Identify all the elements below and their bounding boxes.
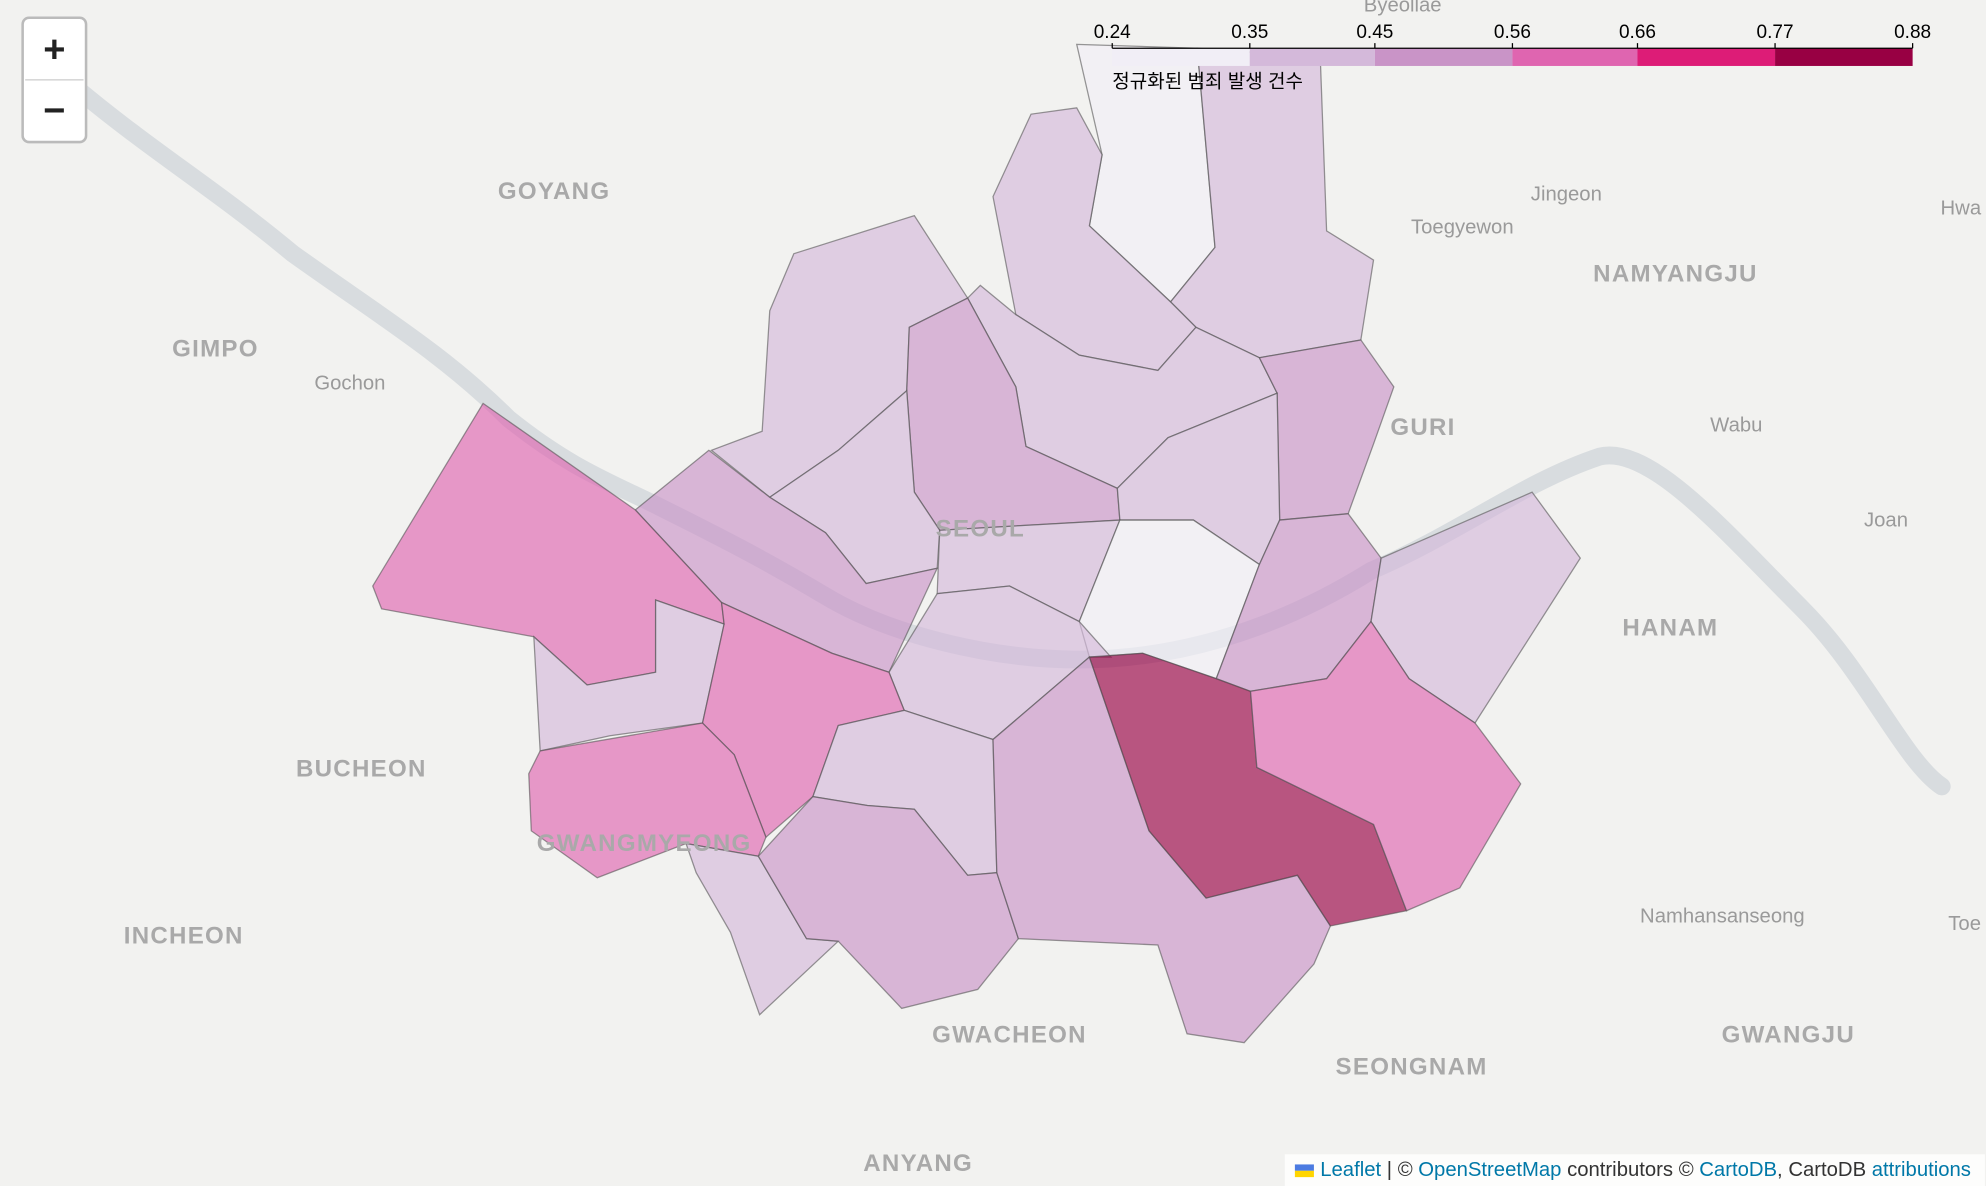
osm-link[interactable]: OpenStreetMap — [1418, 1159, 1561, 1181]
legend-tick-label: 0.35 — [1231, 22, 1268, 43]
place-label: ANYANG — [863, 1150, 973, 1177]
legend-swatch — [1249, 48, 1375, 66]
place-label: INCHEON — [124, 923, 244, 950]
legend-swatch — [1512, 48, 1638, 66]
place-label: NAMYANGJU — [1593, 261, 1757, 288]
place-label: GWANGMYEONG — [537, 830, 752, 857]
district — [1249, 620, 1522, 912]
legend-swatch — [1637, 48, 1776, 66]
place-label: GWACHEON — [932, 1022, 1087, 1049]
legend-tick-label: 0.45 — [1356, 22, 1393, 43]
attribution-mid: contributors © — [1561, 1159, 1699, 1181]
place-label: GURI — [1390, 414, 1455, 441]
legend-tick-label: 0.66 — [1619, 22, 1656, 43]
place-label: Hwa — [1941, 198, 1982, 220]
attribution-bg — [1284, 1154, 1985, 1186]
place-label: Namhansanseong — [1640, 905, 1805, 927]
place-label: Toe — [1948, 913, 1981, 935]
place-label: GIMPO — [172, 335, 259, 362]
place-label: Byeollae — [1364, 0, 1442, 17]
place-label: SEOUL — [936, 516, 1025, 543]
legend-swatch — [1775, 48, 1913, 66]
place-labels: Byeollae GOYANG GIMPO Gochon Jingeon Toegyewo… — [124, 0, 1982, 1177]
cartodb-link[interactable]: CartoDB — [1699, 1159, 1777, 1181]
legend-tick-label: 0.56 — [1494, 22, 1531, 43]
place-label: Toegyewon — [1411, 217, 1514, 239]
legend-tick-label: 0.88 — [1894, 22, 1931, 43]
legend-tick-label: 0.77 — [1757, 22, 1794, 43]
flag-bottom — [1294, 1170, 1314, 1178]
legend-caption: 정규화된 범죄 발생 건수 — [1112, 70, 1303, 92]
place-label: SEONGNAM — [1336, 1053, 1488, 1080]
zoom-control: + − — [21, 16, 88, 144]
place-label: GWANGJU — [1722, 1022, 1855, 1049]
attribution-sep: | © — [1381, 1159, 1418, 1181]
legend: 0.24 0.35 0.45 0.56 0.66 0.77 0.88 정규화된 범죄 발생 건… — [1094, 22, 1931, 92]
zoom-out-button[interactable]: − — [43, 90, 65, 132]
attribution-text: Leaflet | © OpenStreetMap contributors ©… — [1320, 1159, 1971, 1181]
attribution: Leaflet | © OpenStreetMap contributors ©… — [1284, 1154, 1985, 1186]
attributions-link[interactable]: attributions — [1872, 1159, 1971, 1181]
place-label: Wabu — [1710, 415, 1762, 437]
regions — [372, 43, 1582, 1044]
legend-tick-label: 0.24 — [1094, 22, 1131, 43]
leaflet-link[interactable]: Leaflet — [1320, 1159, 1381, 1181]
attribution-sep: , CartoDB — [1777, 1159, 1872, 1181]
legend-swatch — [1374, 48, 1513, 66]
place-label: HANAM — [1622, 615, 1718, 642]
legend-swatch — [1112, 48, 1250, 66]
flag-top — [1294, 1164, 1314, 1171]
place-label: Gochon — [314, 373, 385, 395]
zoom-in-button[interactable]: + — [43, 29, 65, 71]
place-label: Joan — [1864, 510, 1908, 532]
place-label: Jingeon — [1531, 184, 1602, 206]
place-label: BUCHEON — [296, 755, 427, 782]
place-label: GOYANG — [498, 178, 610, 205]
